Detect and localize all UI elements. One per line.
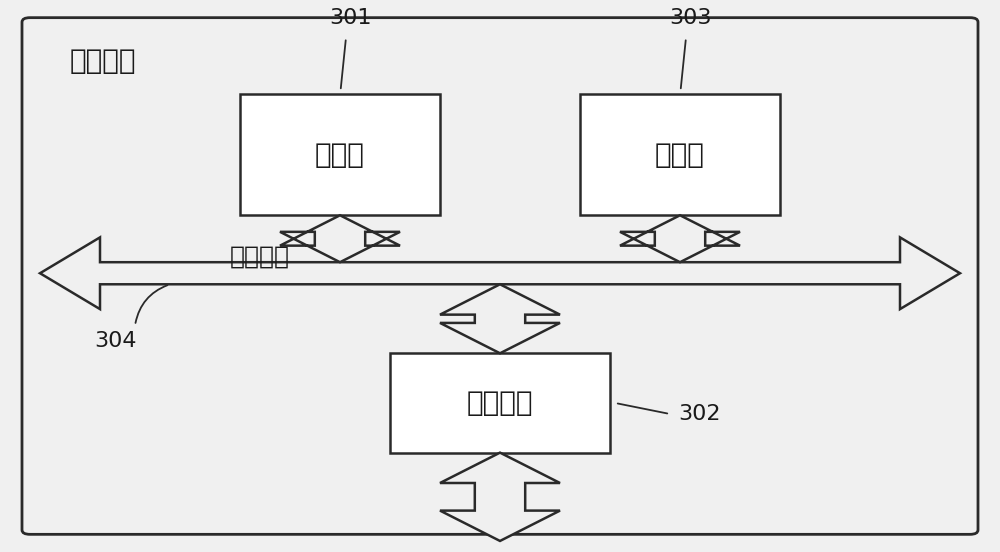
Text: 通信总线: 通信总线 [230, 245, 290, 269]
Text: 通信接口: 通信接口 [467, 389, 533, 417]
Text: 302: 302 [679, 404, 721, 424]
Polygon shape [440, 453, 560, 541]
FancyBboxPatch shape [240, 94, 440, 215]
Text: 处理器: 处理器 [315, 141, 365, 168]
FancyBboxPatch shape [580, 94, 780, 215]
Polygon shape [440, 284, 560, 353]
Polygon shape [40, 237, 960, 309]
FancyBboxPatch shape [22, 18, 978, 534]
FancyBboxPatch shape [390, 353, 610, 453]
Polygon shape [280, 215, 400, 262]
Text: 301: 301 [329, 8, 371, 28]
Text: 存储器: 存储器 [655, 141, 705, 168]
Text: 电子设备: 电子设备 [70, 47, 136, 75]
Polygon shape [620, 215, 740, 262]
Text: 303: 303 [669, 8, 711, 28]
Text: 304: 304 [94, 331, 136, 351]
